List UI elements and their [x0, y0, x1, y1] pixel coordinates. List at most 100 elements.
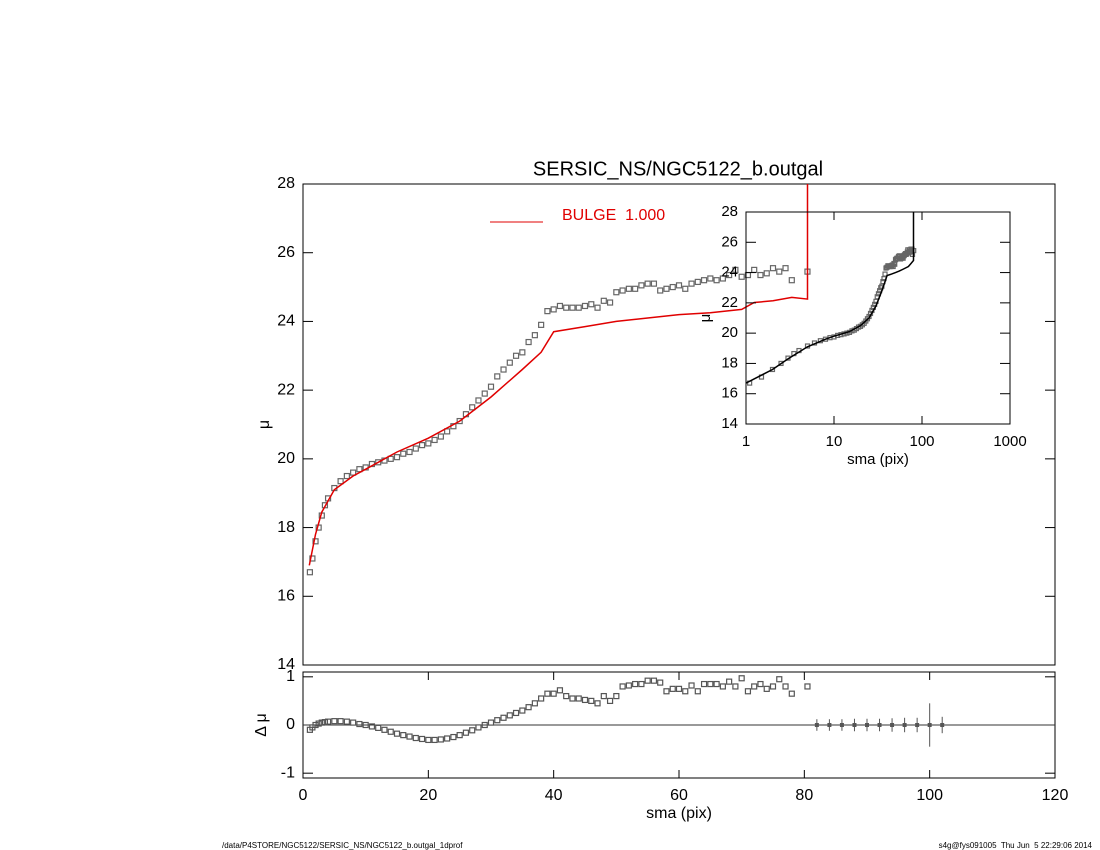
data-point: [309, 555, 316, 562]
data-point: [519, 349, 526, 356]
data-point: [544, 690, 551, 697]
footer-left: /data/P4STORE/NGC5122/SERSIC_NS/NGC5122_…: [222, 841, 463, 850]
data-point: [744, 688, 752, 695]
data-point: [782, 683, 789, 690]
data-point: [581, 696, 589, 704]
data-point: [713, 680, 720, 688]
data-point: [902, 723, 907, 727]
y-tick-label: 28: [277, 175, 295, 192]
y-tick-label: 0: [286, 716, 295, 733]
data-point: [393, 454, 401, 461]
data-point: [418, 735, 426, 743]
data-point: [669, 283, 676, 291]
y-axis-label: Δ μ: [253, 713, 270, 736]
x-tick-label: 40: [545, 787, 563, 804]
data-point: [776, 268, 783, 275]
x-tick-label: 60: [670, 787, 688, 804]
data-point: [350, 719, 357, 726]
data-point: [738, 273, 745, 280]
y-tick-label: 22: [721, 294, 738, 311]
data-point: [732, 683, 739, 690]
data-point: [606, 697, 614, 705]
data-point: [782, 265, 789, 272]
data-point: [487, 719, 495, 726]
footer-right: s4g@fys091005 Thu Jun 5 22:29:06 2014: [939, 841, 1093, 850]
data-point: [437, 736, 444, 743]
data-point: [306, 569, 313, 576]
data-point: [337, 478, 344, 485]
data-point: [663, 688, 670, 695]
y-axis-label: μ: [697, 314, 714, 323]
data-point: [625, 285, 632, 292]
data-point: [431, 436, 438, 444]
data-point: [393, 730, 401, 737]
data-point: [343, 718, 350, 725]
data-point: [804, 683, 811, 690]
y-tick-label: 16: [277, 588, 295, 605]
data-point: [456, 732, 463, 739]
data-point: [437, 433, 444, 440]
data-point: [776, 676, 783, 683]
data-point: [462, 729, 470, 736]
data-point: [682, 285, 689, 292]
data-point: [481, 390, 488, 397]
data-point: [682, 688, 689, 695]
data-point: [588, 697, 595, 705]
chart-title: SERSIC_NS/NGC5122_b.outgal: [533, 158, 823, 180]
data-point: [506, 712, 513, 719]
data-point: [625, 682, 632, 689]
data-point: [500, 366, 507, 373]
data-point: [531, 700, 538, 707]
data-point: [877, 723, 882, 727]
data-point: [544, 308, 551, 315]
data-point: [337, 718, 344, 725]
data-point: [425, 440, 432, 447]
data-point: [469, 404, 476, 411]
data-point: [381, 726, 388, 733]
data-point: [343, 472, 350, 480]
data-point: [827, 723, 832, 727]
data-point: [550, 690, 557, 697]
data-point: [581, 302, 589, 310]
data-point: [600, 692, 607, 700]
data-point: [694, 278, 701, 286]
data-point: [494, 373, 501, 380]
data-point: [769, 683, 777, 690]
data-point: [362, 721, 369, 729]
data-point: [406, 448, 413, 456]
y-tick-label: 16: [721, 385, 738, 402]
data-point: [713, 277, 720, 284]
data-point: [769, 366, 776, 373]
data-point: [707, 275, 714, 282]
data-point: [890, 723, 895, 727]
y-tick-label: 20: [277, 450, 295, 467]
data-point: [469, 727, 476, 734]
x-tick-label: 80: [795, 787, 813, 804]
data-point: [550, 306, 557, 313]
data-point: [575, 695, 582, 702]
data-point: [852, 723, 857, 727]
data-point: [927, 723, 932, 727]
data-point: [556, 302, 564, 310]
data-point: [606, 299, 614, 306]
data-point: [751, 683, 758, 690]
data-point: [375, 724, 382, 731]
data-point: [321, 719, 329, 726]
data-point: [563, 304, 570, 311]
data-point: [350, 469, 357, 476]
data-point: [512, 352, 520, 359]
y-tick-label: 26: [721, 233, 738, 250]
y-tick-label: 18: [721, 354, 738, 371]
data-point: [569, 695, 576, 702]
data-point: [694, 688, 701, 695]
data-point: [600, 297, 607, 304]
data-point: [538, 695, 545, 702]
y-tick-label: 18: [277, 519, 295, 536]
data-point: [412, 734, 419, 742]
data-point: [675, 685, 683, 692]
y-axis-label: μ: [256, 420, 273, 429]
data-point: [763, 270, 770, 277]
model-line: [745, 212, 915, 384]
data-point: [506, 359, 513, 366]
y-tick-label: 24: [277, 313, 295, 330]
